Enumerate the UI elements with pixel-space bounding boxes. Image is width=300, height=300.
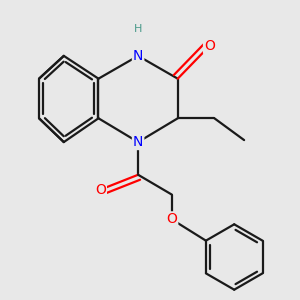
Text: O: O: [95, 183, 106, 196]
Text: H: H: [134, 24, 142, 34]
Text: O: O: [167, 212, 177, 226]
Text: N: N: [133, 49, 143, 63]
Text: N: N: [133, 135, 143, 149]
Text: O: O: [204, 39, 215, 53]
